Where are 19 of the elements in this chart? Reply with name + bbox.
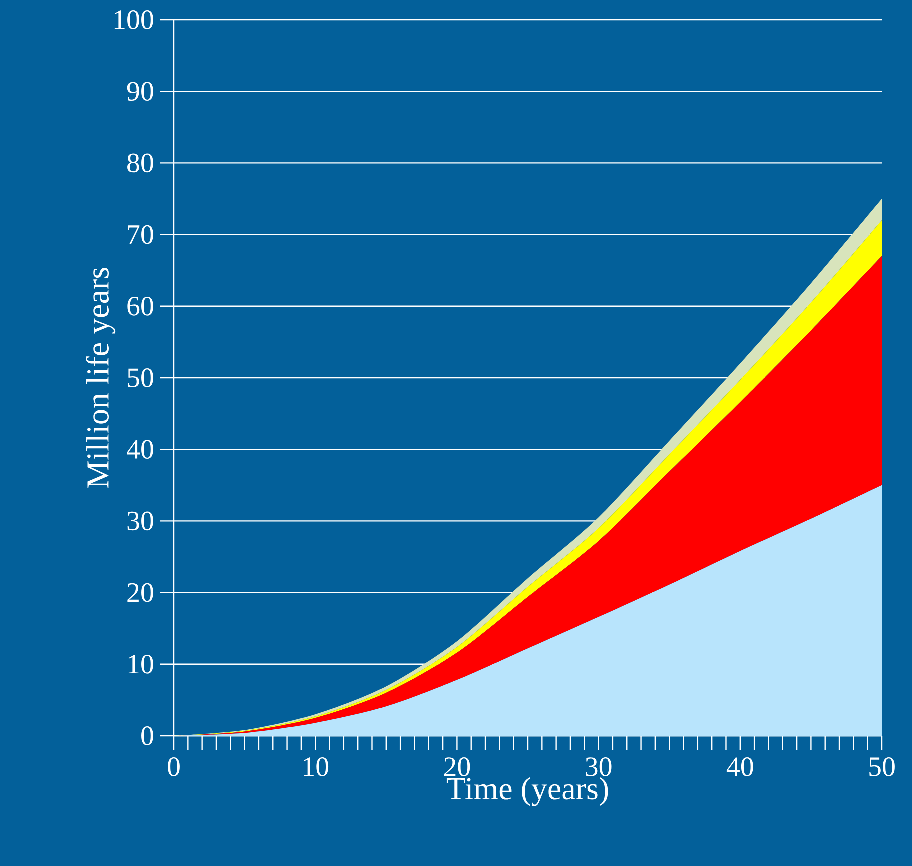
x-axis-title: Time (years) [446,777,608,806]
y-tick-label: 10 [128,654,154,674]
y-tick-label: 0 [142,726,154,746]
y-tick-label: 70 [128,225,154,244]
x-tick-label: 30 [586,758,612,776]
x-tick-label: 40 [726,758,754,776]
x-tick-label: 0 [168,758,180,776]
y-tick-label: 60 [128,296,154,316]
y-tick-label: 100 [114,10,154,30]
y-axis-title: Million life years [86,268,116,488]
y-tick-label: 40 [127,440,154,460]
y-tick-label: 50 [128,368,154,388]
y-tick-label: 20 [128,583,154,602]
y-tick-label: 80 [128,154,154,173]
x-tick-label: 50 [870,758,895,776]
x-tick-label: 10 [304,758,329,776]
y-tick-label: 90 [127,82,154,102]
y-tick-label: 30 [128,512,154,531]
x-tick-label: 20 [444,758,470,776]
